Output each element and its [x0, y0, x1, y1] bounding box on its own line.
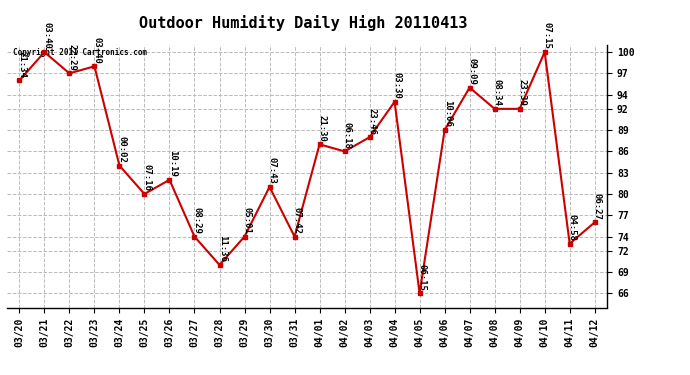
Text: 10:19: 10:19 — [168, 150, 177, 177]
Text: 10:06: 10:06 — [443, 100, 452, 128]
Text: 23:39: 23:39 — [518, 79, 527, 106]
Text: 08:34: 08:34 — [493, 79, 502, 106]
Text: 06:18: 06:18 — [343, 122, 352, 148]
Text: 11:36: 11:36 — [218, 235, 227, 262]
Text: 07:42: 07:42 — [293, 207, 302, 234]
Text: 06:15: 06:15 — [418, 264, 427, 291]
Text: 03:30: 03:30 — [393, 72, 402, 99]
Text: 04:58: 04:58 — [568, 214, 577, 241]
Text: 05:01: 05:01 — [243, 207, 252, 234]
Text: 22:29: 22:29 — [68, 44, 77, 70]
Text: 03:40: 03:40 — [43, 22, 52, 50]
Text: 08:29: 08:29 — [193, 207, 201, 234]
Text: 09:09: 09:09 — [468, 58, 477, 85]
Text: 07:15: 07:15 — [543, 22, 552, 50]
Text: 21:30: 21:30 — [318, 115, 327, 141]
Text: 21:34: 21:34 — [18, 51, 27, 78]
Text: 07:16: 07:16 — [143, 164, 152, 191]
Text: Outdoor Humidity Daily High 20110413: Outdoor Humidity Daily High 20110413 — [139, 15, 468, 31]
Text: Copyright 2011 Cartronics.com: Copyright 2011 Cartronics.com — [13, 48, 147, 57]
Text: 03:40: 03:40 — [92, 37, 101, 63]
Text: 07:43: 07:43 — [268, 157, 277, 184]
Text: 00:02: 00:02 — [118, 136, 127, 163]
Text: 23:46: 23:46 — [368, 108, 377, 135]
Text: 06:27: 06:27 — [593, 193, 602, 220]
